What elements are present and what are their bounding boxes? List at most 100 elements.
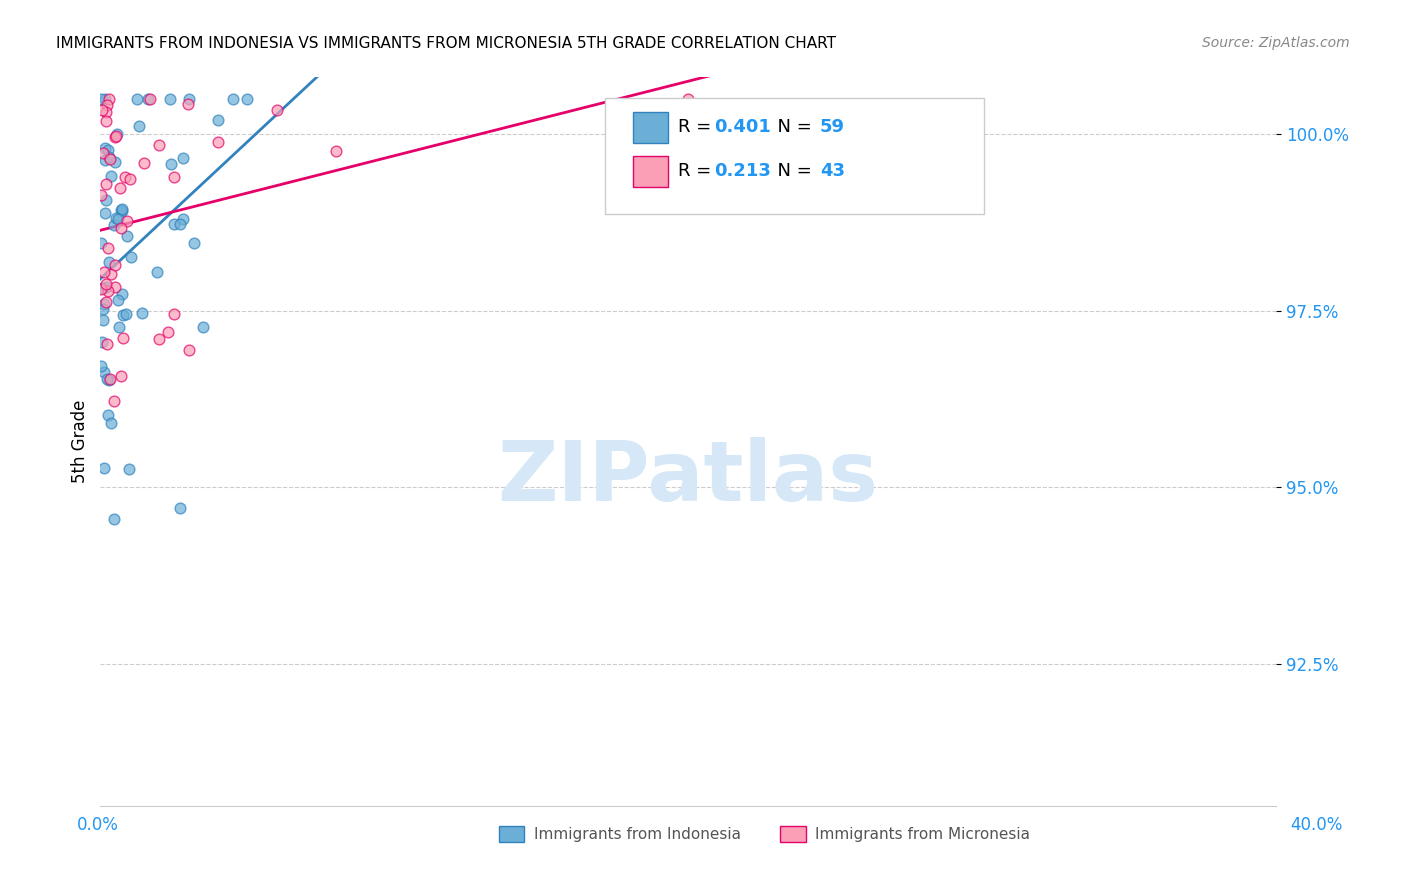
Text: N =: N = xyxy=(766,118,818,136)
Immigrants from Indonesia xyxy=(98,150,121,164)
Immigrants from Indonesia xyxy=(94,206,117,220)
Immigrants from Indonesia xyxy=(177,92,200,106)
Immigrants from Micronesia xyxy=(110,368,132,383)
Immigrants from Micronesia xyxy=(94,277,117,292)
Text: Source: ZipAtlas.com: Source: ZipAtlas.com xyxy=(1202,36,1350,50)
Immigrants from Indonesia xyxy=(103,218,125,232)
Y-axis label: 5th Grade: 5th Grade xyxy=(72,400,89,483)
Immigrants from Micronesia xyxy=(110,221,132,235)
Immigrants from Indonesia xyxy=(96,371,118,385)
Immigrants from Micronesia xyxy=(96,98,118,112)
Text: 0.0%: 0.0% xyxy=(77,816,120,834)
Immigrants from Indonesia xyxy=(236,92,259,106)
Text: IMMIGRANTS FROM INDONESIA VS IMMIGRANTS FROM MICRONESIA 5TH GRADE CORRELATION CH: IMMIGRANTS FROM INDONESIA VS IMMIGRANTS … xyxy=(56,36,837,51)
Immigrants from Indonesia xyxy=(90,359,112,373)
Immigrants from Micronesia xyxy=(103,393,125,408)
Immigrants from Micronesia xyxy=(97,92,120,106)
Immigrants from Indonesia xyxy=(169,217,191,231)
Immigrants from Indonesia xyxy=(131,306,153,320)
Immigrants from Indonesia xyxy=(111,202,134,216)
Text: R =: R = xyxy=(678,162,717,180)
Immigrants from Micronesia xyxy=(177,343,200,358)
Immigrants from Micronesia xyxy=(176,97,198,112)
Immigrants from Indonesia xyxy=(128,120,150,134)
Immigrants from Indonesia xyxy=(93,364,115,378)
Immigrants from Micronesia xyxy=(97,242,120,256)
Text: 40.0%: 40.0% xyxy=(1291,816,1343,834)
Immigrants from Micronesia xyxy=(163,307,186,321)
Immigrants from Micronesia xyxy=(134,156,156,170)
Immigrants from Micronesia xyxy=(148,137,170,152)
Immigrants from Indonesia xyxy=(97,408,120,422)
Immigrants from Micronesia xyxy=(104,279,127,293)
Immigrants from Indonesia xyxy=(117,228,139,243)
Immigrants from Indonesia xyxy=(207,112,229,127)
Immigrants from Indonesia xyxy=(97,373,120,387)
Immigrants from Indonesia xyxy=(183,235,205,250)
Immigrants from Indonesia xyxy=(172,151,194,165)
Immigrants from Indonesia xyxy=(125,92,148,106)
Immigrants from Indonesia xyxy=(172,211,194,226)
Immigrants from Indonesia xyxy=(120,250,142,264)
Immigrants from Micronesia xyxy=(94,105,117,120)
Immigrants from Micronesia xyxy=(96,177,118,191)
Immigrants from Indonesia xyxy=(94,280,117,294)
Text: R =: R = xyxy=(678,118,717,136)
Immigrants from Micronesia xyxy=(105,129,128,144)
Immigrants from Micronesia xyxy=(163,170,186,185)
Immigrants from Indonesia xyxy=(93,461,115,475)
Immigrants from Micronesia xyxy=(103,258,125,272)
Immigrants from Micronesia xyxy=(98,372,121,386)
Immigrants from Micronesia xyxy=(108,181,131,195)
Immigrants from Micronesia xyxy=(94,114,117,128)
Immigrants from Indonesia xyxy=(90,92,112,106)
Immigrants from Indonesia xyxy=(97,143,120,157)
Immigrants from Indonesia xyxy=(94,193,117,207)
Immigrants from Indonesia xyxy=(105,127,128,141)
Immigrants from Indonesia xyxy=(107,212,129,227)
Immigrants from Indonesia xyxy=(94,92,117,106)
Immigrants from Indonesia xyxy=(159,92,181,106)
Immigrants from Indonesia xyxy=(163,217,186,231)
Immigrants from Indonesia xyxy=(90,281,112,295)
Immigrants from Micronesia xyxy=(114,169,136,184)
Immigrants from Micronesia xyxy=(104,130,127,145)
Immigrants from Indonesia xyxy=(100,416,122,430)
Text: ZIPatlas: ZIPatlas xyxy=(498,437,879,518)
Immigrants from Micronesia xyxy=(96,336,118,351)
Immigrants from Indonesia xyxy=(97,255,120,269)
Text: N =: N = xyxy=(766,162,818,180)
Text: 0.401: 0.401 xyxy=(714,118,770,136)
Immigrants from Micronesia xyxy=(676,92,699,106)
Immigrants from Micronesia xyxy=(207,135,229,149)
Text: 43: 43 xyxy=(820,162,845,180)
Immigrants from Indonesia xyxy=(160,157,183,171)
Immigrants from Micronesia xyxy=(112,331,135,345)
Text: Immigrants from Micronesia: Immigrants from Micronesia xyxy=(815,827,1031,841)
Immigrants from Micronesia xyxy=(94,295,117,310)
Immigrants from Indonesia xyxy=(90,335,112,350)
Immigrants from Micronesia xyxy=(138,92,160,106)
Immigrants from Micronesia xyxy=(91,145,114,160)
Immigrants from Micronesia xyxy=(325,144,347,158)
Immigrants from Indonesia xyxy=(93,302,115,317)
Immigrants from Indonesia xyxy=(193,320,215,334)
Immigrants from Indonesia xyxy=(105,211,128,225)
Immigrants from Micronesia xyxy=(91,103,114,118)
Immigrants from Indonesia xyxy=(90,236,112,251)
Immigrants from Indonesia xyxy=(93,297,115,311)
Immigrants from Indonesia xyxy=(111,204,134,219)
Immigrants from Micronesia xyxy=(148,332,170,346)
Immigrants from Indonesia xyxy=(108,319,131,334)
Immigrants from Micronesia xyxy=(115,214,138,228)
Immigrants from Micronesia xyxy=(93,265,115,279)
Immigrants from Indonesia xyxy=(104,155,127,169)
Immigrants from Indonesia xyxy=(118,462,141,476)
Text: Immigrants from Indonesia: Immigrants from Indonesia xyxy=(534,827,741,841)
Immigrants from Indonesia xyxy=(221,92,243,106)
Immigrants from Micronesia xyxy=(100,267,122,281)
Immigrants from Micronesia xyxy=(118,172,141,186)
Immigrants from Micronesia xyxy=(90,282,112,296)
Immigrants from Indonesia xyxy=(91,313,114,327)
Immigrants from Indonesia xyxy=(100,169,122,183)
